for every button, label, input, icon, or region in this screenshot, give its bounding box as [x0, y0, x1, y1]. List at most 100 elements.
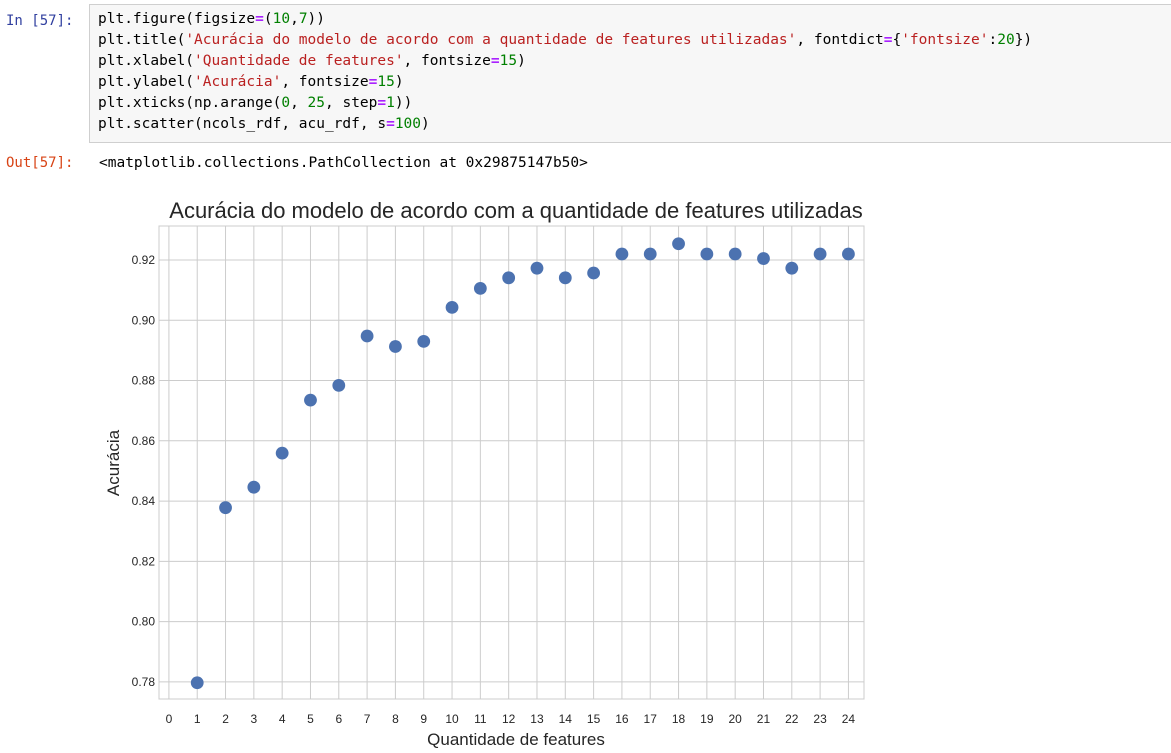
chart-title: Acurácia do modelo de acordo com a quant…	[169, 198, 862, 223]
output-repr-text: <matplotlib.collections.PathCollection a…	[99, 155, 588, 171]
code-token: plt.figure(figsize	[98, 11, 256, 27]
code-editor[interactable]: plt.figure(figsize=(10,7)) plt.title('Ac…	[89, 4, 1171, 143]
scatter-point	[502, 271, 516, 285]
code-token: =	[255, 11, 264, 27]
scatter-point	[643, 247, 657, 261]
y-tick-label: 0.80	[132, 615, 156, 629]
code-token: , fontdict	[796, 32, 884, 48]
code-token: 20	[997, 32, 1015, 48]
scatter-point	[190, 676, 204, 690]
code-token: =	[386, 116, 395, 132]
x-tick-label: 20	[728, 712, 742, 726]
code-token: 15	[499, 53, 518, 69]
x-tick-label: 1	[194, 712, 201, 726]
code-token: plt.xlabel(	[98, 53, 195, 69]
code-token: 'fontsize'	[901, 32, 989, 48]
x-tick-label: 9	[420, 712, 427, 726]
plot-area	[158, 225, 865, 700]
code-token: 15	[377, 74, 395, 90]
code-token: , fontsize	[403, 53, 491, 69]
x-tick-label: 2	[222, 712, 229, 726]
y-tick-label: 0.88	[132, 374, 156, 388]
code-token: ))	[307, 11, 326, 27]
scatter-point	[445, 300, 459, 314]
y-axis-label: Acurácia	[104, 429, 123, 496]
code-token: })	[1014, 32, 1033, 48]
code-token: :	[988, 32, 998, 48]
y-tick-label: 0.82	[132, 554, 156, 568]
x-tick-label: 10	[445, 712, 459, 726]
code-token: =	[368, 74, 378, 90]
x-tick-label: 24	[842, 712, 856, 726]
code-token: ,	[290, 95, 308, 111]
code-line: plt.scatter(ncols_rdf, acu_rdf, s=100)	[98, 116, 430, 132]
code-token: 0	[281, 95, 291, 111]
scatter-point	[275, 446, 289, 460]
code-token: plt.xticks(np.arange(	[98, 95, 282, 111]
code-token: plt.scatter(ncols_rdf, acu_rdf, s	[98, 116, 387, 132]
x-tick-label: 14	[559, 712, 573, 726]
y-tick-label: 0.90	[132, 313, 156, 327]
code-line: plt.title('Acurácia do modelo de acordo …	[98, 32, 1032, 48]
code-token: 'Quantidade de features'	[194, 53, 404, 69]
code-line: plt.ylabel('Acurácia', fontsize=15)	[98, 74, 404, 90]
y-tick-label: 0.78	[132, 675, 156, 689]
code-token: plt.ylabel(	[98, 74, 195, 90]
code-token: 'Acurácia do modelo de acordo com a quan…	[185, 32, 797, 48]
scatter-point	[615, 247, 629, 261]
x-tick-label: 17	[644, 712, 658, 726]
code-token: , fontsize	[281, 74, 369, 90]
output-cell: Out[57]:	[0, 145, 1171, 753]
scatter-point	[530, 261, 544, 275]
scatter-point	[332, 378, 346, 392]
code-token: ,	[290, 11, 299, 27]
scatter-point	[473, 281, 487, 295]
code-token: , step	[325, 95, 378, 111]
scatter-points	[190, 237, 855, 690]
code-token: )	[421, 116, 430, 132]
code-line: plt.xlabel('Quantidade de features', fon…	[98, 53, 526, 69]
x-tick-label: 15	[587, 712, 601, 726]
code-token: 1	[386, 95, 395, 111]
x-axis-label: Quantidade de features	[427, 730, 605, 749]
code-token: (	[263, 11, 273, 27]
x-tick-label: 5	[307, 712, 314, 726]
code-token: 25	[307, 95, 325, 111]
code-line: plt.xticks(np.arange(0, 25, step=1))	[98, 95, 412, 111]
x-tick-label: 0	[166, 712, 173, 726]
scatter-point	[219, 501, 232, 515]
scatter-point	[813, 247, 827, 261]
scatter-point	[728, 247, 742, 261]
code-content[interactable]: plt.figure(figsize=(10,7)) plt.title('Ac…	[98, 9, 1032, 135]
x-tick-label: 7	[364, 712, 371, 726]
x-tick-label: 6	[335, 712, 342, 726]
x-tick-label: 16	[615, 712, 629, 726]
x-tick-label: 3	[251, 712, 258, 726]
input-prompt: In [57]:	[6, 13, 74, 29]
x-tick-label: 12	[502, 712, 516, 726]
y-tick-label: 0.86	[132, 434, 156, 448]
x-tick-label: 13	[530, 712, 544, 726]
scatter-point	[785, 261, 799, 275]
code-token: )	[394, 74, 404, 90]
x-tick-label: 11	[474, 712, 487, 726]
x-tick-label: 18	[672, 712, 686, 726]
code-token: =	[490, 53, 500, 69]
code-token: )	[517, 53, 526, 69]
x-tick-label: 22	[785, 712, 799, 726]
scatter-point	[247, 480, 261, 494]
scatter-point	[304, 393, 317, 407]
y-tick-labels: 0.78 0.80 0.82 0.84 0.86 0.88 0.90 0.92	[132, 253, 156, 689]
code-token: plt.title(	[98, 32, 186, 48]
code-line: plt.figure(figsize=(10,7))	[98, 11, 325, 27]
scatter-point	[389, 340, 402, 353]
grid-lines	[159, 226, 864, 699]
input-cell[interactable]: In [57]: plt.figure(figsize=(10,7)) plt.…	[0, 0, 1171, 145]
x-tick-label: 19	[700, 712, 714, 726]
x-tick-label: 21	[757, 712, 771, 726]
code-token: 'Acurácia'	[194, 74, 282, 90]
scatter-point	[417, 334, 431, 348]
code-token: =	[377, 95, 387, 111]
y-tick-label: 0.92	[132, 253, 156, 267]
